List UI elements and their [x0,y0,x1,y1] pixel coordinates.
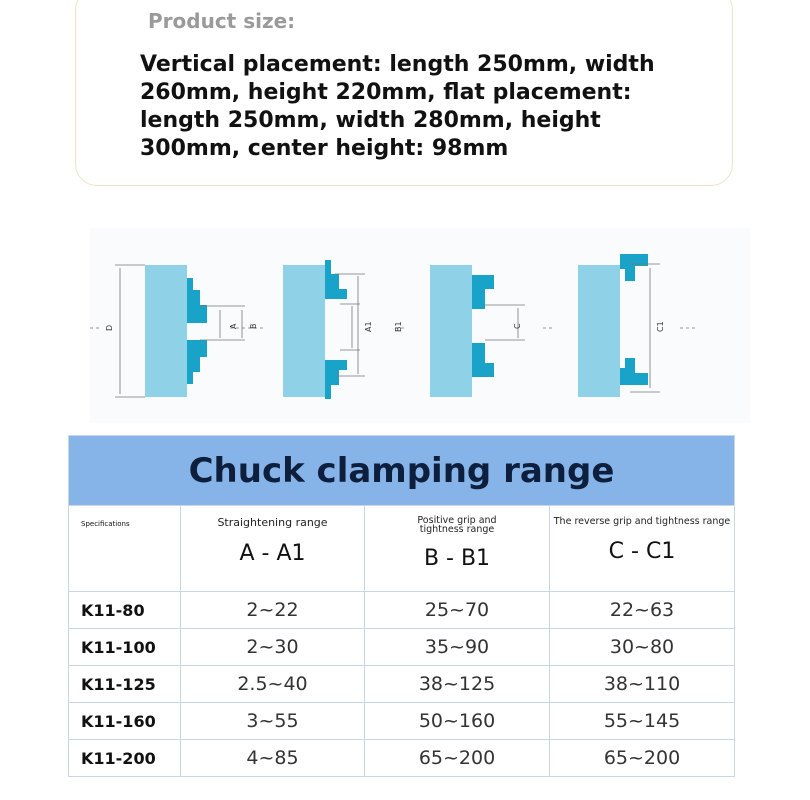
product-size-title: Product size: [148,9,296,33]
header-col: The reverse grip and tightness range C - … [549,505,735,592]
label-C1: C1 [656,321,665,332]
table-header-row: Specifications Straightening range A - A1… [68,505,735,592]
header-col: Positive grip and tightness range B - B1 [364,505,550,592]
range-cell: 2~22 [180,591,365,629]
model-cell: K11-200 [68,739,181,777]
jaw [620,254,648,281]
range-cell: 4~85 [180,739,365,777]
range-cell: 2~30 [180,628,365,666]
label-D: D [105,325,114,331]
range-cell: 65~200 [364,739,550,777]
table-row: K11-125 2.5~40 38~125 38~110 [68,665,735,703]
range-cell: 25~70 [364,591,550,629]
chuck-diagram: D A B A1 B1 C C1 [90,228,750,423]
jaw [472,343,494,377]
range-cell: 38~110 [549,665,735,703]
jaw [472,275,494,309]
table-row: K11-160 3~55 50~160 55~145 [68,702,735,740]
jaw [620,358,648,385]
table-title: Chuck clamping range [68,435,735,506]
table-row: K11-100 2~30 35~90 30~80 [68,628,735,666]
model-cell: K11-80 [68,591,181,629]
product-size-text: Vertical placement: length 250mm, width … [140,52,655,161]
clamping-range-table: Chuck clamping range Specifications Stra… [68,435,735,777]
range-cell: 3~55 [180,702,365,740]
chuck-body-3 [430,265,472,397]
range-cell: 35~90 [364,628,550,666]
model-cell: K11-125 [68,665,181,703]
chuck-body-2 [283,265,325,397]
chuck-body-1 [145,265,187,397]
model-cell: K11-160 [68,702,181,740]
jaw [187,340,207,384]
range-cell: 22~63 [549,591,735,629]
range-cell: 2.5~40 [180,665,365,703]
header-specifications: Specifications [68,505,181,592]
label-A1: A1 [364,321,373,332]
table-row: K11-200 4~85 65~200 65~200 [68,739,735,777]
header-col: Straightening range A - A1 [180,505,365,592]
label-C: C [513,323,522,329]
label-A: A [229,323,238,329]
jaw [187,278,207,323]
range-cell: 38~125 [364,665,550,703]
range-cell: 30~80 [549,628,735,666]
jaw [325,260,347,299]
product-size-card: Product size: Vertical placement: length… [75,0,733,186]
range-cell: 65~200 [549,739,735,777]
label-B1: B1 [394,321,403,332]
range-cell: 50~160 [364,702,550,740]
jaw [325,360,347,399]
table-row: K11-80 2~22 25~70 22~63 [68,591,735,629]
chuck-body-4 [578,265,620,397]
range-cell: 55~145 [549,702,735,740]
label-B: B [249,324,258,330]
model-cell: K11-100 [68,628,181,666]
